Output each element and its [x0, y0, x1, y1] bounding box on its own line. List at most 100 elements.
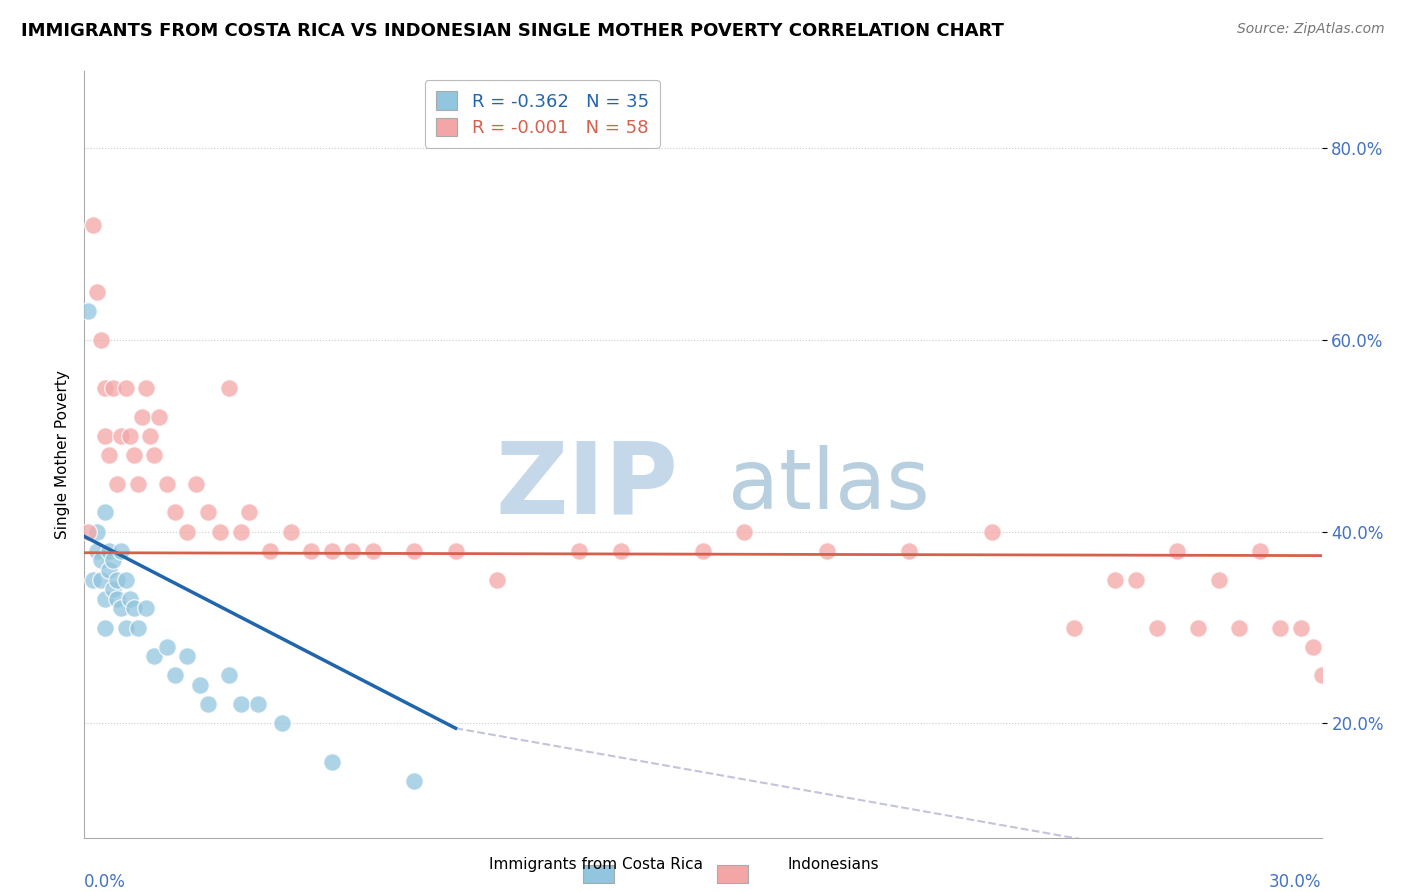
Point [77, 304, 100, 318]
Point [980, 524, 1002, 539]
Point [229, 698, 252, 712]
Point [148, 409, 170, 424]
Point [86, 285, 108, 299]
Point [103, 381, 125, 395]
Point [609, 544, 631, 558]
Legend: R = -0.362   N = 35, R = -0.001   N = 58: R = -0.362 N = 35, R = -0.001 N = 58 [425, 80, 659, 148]
Point [246, 698, 269, 712]
Point [94, 429, 117, 443]
Point [110, 429, 132, 443]
Point [184, 476, 207, 491]
Point [135, 601, 157, 615]
Point [1146, 621, 1168, 635]
Point [143, 448, 166, 462]
Point [156, 640, 179, 654]
Point [114, 381, 136, 395]
Point [82, 218, 104, 232]
Text: ZIP: ZIP [495, 437, 678, 534]
Point [139, 429, 162, 443]
Point [485, 573, 508, 587]
Point [1351, 736, 1374, 750]
Point [1270, 621, 1292, 635]
Point [165, 668, 187, 682]
Text: 0.0%: 0.0% [84, 873, 127, 891]
Point [105, 573, 128, 587]
Point [82, 573, 104, 587]
Point [188, 678, 211, 692]
Point [114, 621, 136, 635]
Point [122, 448, 145, 462]
Y-axis label: Single Mother Poverty: Single Mother Poverty [55, 370, 70, 540]
Point [733, 524, 755, 539]
Point [77, 524, 100, 539]
Point [98, 563, 121, 577]
Point [122, 601, 145, 615]
Point [1063, 621, 1085, 635]
Point [1104, 573, 1126, 587]
Point [229, 524, 252, 539]
Point [280, 524, 302, 539]
Point [1302, 640, 1324, 654]
Point [143, 649, 166, 664]
Point [321, 544, 343, 558]
Point [321, 755, 343, 769]
Point [103, 582, 125, 597]
Point [135, 381, 157, 395]
Point [94, 591, 117, 606]
Point [94, 381, 117, 395]
Point [94, 505, 117, 519]
Point [259, 544, 281, 558]
Point [156, 476, 179, 491]
Point [118, 429, 141, 443]
Point [197, 698, 219, 712]
Point [90, 553, 112, 567]
Point [176, 524, 198, 539]
Point [165, 505, 187, 519]
Point [1187, 621, 1209, 635]
Point [176, 649, 198, 664]
Point [90, 573, 112, 587]
Point [815, 544, 838, 558]
Point [898, 544, 921, 558]
Point [94, 621, 117, 635]
Point [218, 381, 240, 395]
Text: Immigrants from Costa Rica: Immigrants from Costa Rica [489, 857, 703, 872]
Point [1289, 621, 1312, 635]
Point [692, 544, 714, 558]
Text: Source: ZipAtlas.com: Source: ZipAtlas.com [1237, 22, 1385, 37]
Point [114, 573, 136, 587]
Point [98, 544, 121, 558]
Point [1227, 621, 1250, 635]
Point [110, 601, 132, 615]
Point [127, 621, 149, 635]
Point [103, 553, 125, 567]
Point [90, 333, 112, 347]
Point [271, 716, 294, 731]
Point [98, 448, 121, 462]
Point [342, 544, 364, 558]
Point [86, 544, 108, 558]
Point [218, 668, 240, 682]
Point [209, 524, 232, 539]
Point [105, 591, 128, 606]
Text: IMMIGRANTS FROM COSTA RICA VS INDONESIAN SINGLE MOTHER POVERTY CORRELATION CHART: IMMIGRANTS FROM COSTA RICA VS INDONESIAN… [21, 22, 1004, 40]
Point [197, 505, 219, 519]
Point [1208, 573, 1230, 587]
Text: atlas: atlas [728, 445, 929, 526]
Point [444, 544, 467, 558]
Point [105, 476, 128, 491]
Point [131, 409, 153, 424]
Point [238, 505, 260, 519]
Point [404, 774, 426, 789]
Point [361, 544, 384, 558]
Point [127, 476, 149, 491]
Point [1125, 573, 1147, 587]
Point [299, 544, 322, 558]
Text: Indonesians: Indonesians [787, 857, 879, 872]
Text: 30.0%: 30.0% [1270, 873, 1322, 891]
Point [1249, 544, 1271, 558]
Point [568, 544, 591, 558]
Point [110, 544, 132, 558]
Point [1166, 544, 1188, 558]
Point [404, 544, 426, 558]
